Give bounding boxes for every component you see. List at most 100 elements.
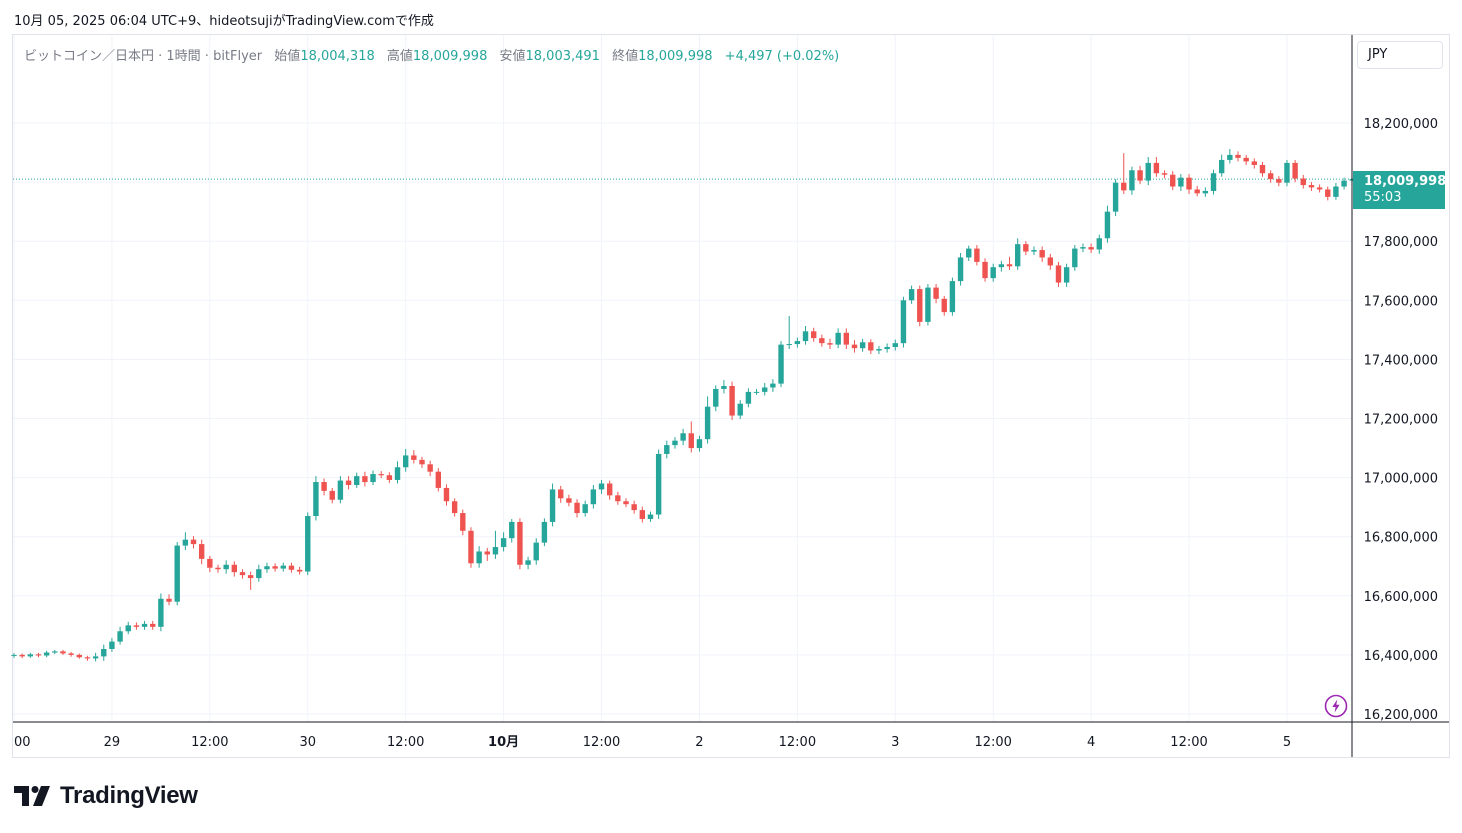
axes: 16,200,000 16,400,000 16,600,000 16,800,000…	[13, 35, 1449, 757]
candle-up	[957, 253, 964, 286]
candle-body	[672, 440, 678, 446]
symbol-title[interactable]: ビットコイン／日本円 · 1時間 · bitFlyer	[24, 49, 263, 64]
candle-up	[835, 328, 841, 349]
candle-body	[517, 521, 523, 565]
candle-down	[1088, 243, 1094, 254]
candle-body	[819, 338, 825, 344]
candle-body	[1194, 189, 1200, 194]
candle-down	[451, 498, 458, 517]
candle-up	[745, 388, 752, 408]
candle-down	[558, 485, 564, 503]
chart-frame[interactable]	[12, 34, 1450, 758]
candle-body	[1170, 174, 1176, 187]
candle-body	[345, 480, 352, 485]
candle-body	[1210, 173, 1217, 191]
candle-body	[892, 343, 898, 347]
candle-body	[109, 641, 115, 649]
candle-up	[1072, 245, 1078, 271]
candle-body	[1072, 248, 1078, 268]
candle-body	[525, 560, 531, 565]
candle-body	[1316, 187, 1323, 190]
candle-up	[92, 652, 99, 662]
candle-down	[484, 547, 490, 561]
candle-body	[484, 551, 490, 555]
candle-down	[190, 536, 197, 549]
x-tick-label: 29	[104, 735, 121, 750]
candle-body	[639, 510, 646, 519]
lightning-bolt-icon[interactable]	[1324, 694, 1348, 718]
candle-body	[117, 631, 123, 642]
candle-body	[778, 344, 784, 384]
candle-body	[354, 476, 360, 485]
candle-body	[1341, 180, 1347, 187]
candle-body	[370, 474, 376, 483]
candle-down	[917, 285, 923, 327]
candle-down	[631, 500, 637, 514]
candle-up	[337, 476, 344, 504]
candle-body	[982, 261, 988, 279]
tradingview-logo[interactable]: TradingView	[14, 781, 198, 811]
candle-down	[1055, 261, 1062, 288]
ohlc-legend: ビットコイン／日本円 · 1時間 · bitFlyer 始値18,004,318…	[24, 45, 839, 64]
candle-body	[1023, 244, 1029, 252]
candle-body	[1251, 161, 1258, 165]
candle-up	[541, 518, 548, 547]
candle-up	[672, 437, 678, 449]
candle-body	[1080, 247, 1086, 249]
candle-body	[974, 248, 980, 262]
y-tick-label: 17,200,000	[1364, 413, 1438, 428]
candle-up	[11, 653, 17, 658]
candle-body	[288, 565, 295, 570]
candle-down	[1325, 186, 1331, 201]
candle-body	[68, 653, 74, 655]
candle-up	[647, 511, 654, 522]
candle-body	[166, 598, 172, 602]
candle-body	[851, 344, 858, 349]
candle-up	[704, 396, 711, 444]
candle-body	[476, 551, 482, 564]
candle-down	[435, 468, 442, 492]
candle-body	[1300, 178, 1306, 186]
candle-up	[402, 448, 409, 472]
candle-down	[35, 652, 42, 658]
candle-down	[1300, 175, 1306, 189]
candle-body	[1218, 159, 1225, 174]
candle-down	[1235, 151, 1241, 162]
candle-body	[207, 558, 213, 568]
candle-body	[606, 483, 613, 496]
y-tick-label: 17,000,000	[1364, 472, 1438, 487]
candle-up	[876, 346, 882, 355]
candle-body	[451, 501, 458, 514]
candle-down	[1153, 156, 1160, 177]
candle-body	[1259, 164, 1266, 174]
candle-down	[198, 539, 205, 565]
candle-down	[362, 471, 368, 487]
chart-creation-info: 10月 05, 2025 06:04 UTC+9、hideotsujiがTrad…	[14, 14, 434, 29]
candle-body	[925, 287, 931, 322]
candle-down	[215, 564, 221, 573]
candle-down	[1308, 182, 1315, 191]
candles	[11, 149, 1355, 662]
candle-up	[713, 385, 719, 412]
currency-selector[interactable]: JPY	[1357, 41, 1443, 69]
candle-body	[582, 504, 588, 514]
x-tick-label: 2	[695, 735, 703, 750]
candle-body	[900, 300, 907, 344]
candle-up	[1063, 263, 1070, 288]
candle-body	[664, 445, 670, 454]
candle-up	[354, 472, 360, 488]
candle-up	[1210, 169, 1217, 195]
candle-body	[231, 564, 238, 573]
candle-body	[1308, 185, 1315, 188]
candle-body	[1276, 179, 1282, 183]
candle-body	[1267, 173, 1274, 180]
candle-down	[76, 653, 82, 659]
candle-down	[688, 421, 694, 453]
candle-down	[574, 499, 580, 518]
candle-down	[933, 284, 939, 304]
y-tick-label: 17,800,000	[1364, 235, 1438, 250]
candle-up	[370, 470, 376, 485]
candle-body	[1014, 244, 1021, 267]
candle-body	[427, 464, 433, 472]
